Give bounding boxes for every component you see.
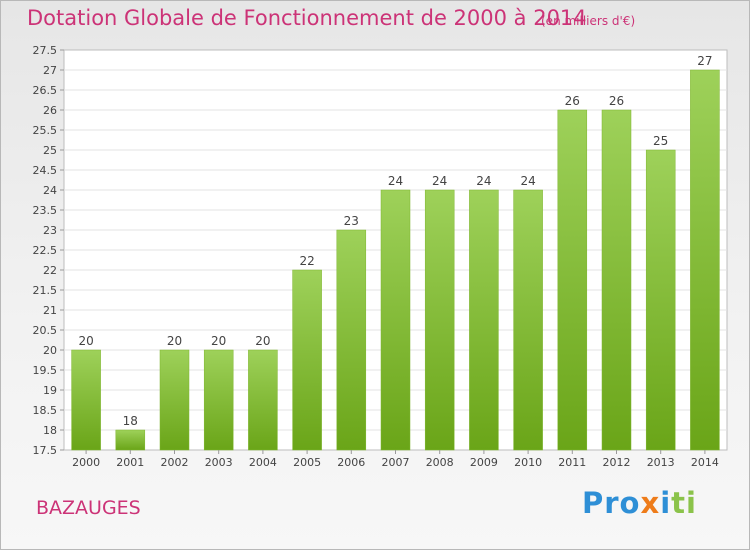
bar-value-label: 22: [299, 254, 314, 268]
bar-value-label: 23: [344, 214, 359, 228]
y-tick-label: 21: [43, 304, 57, 317]
y-tick-label: 25: [43, 144, 57, 157]
x-tick-label: 2012: [603, 456, 631, 469]
bar-value-label: 25: [653, 134, 668, 148]
y-tick-label: 26.5: [33, 84, 58, 97]
y-tick-label: 22.5: [33, 244, 58, 257]
y-tick-label: 20.5: [33, 324, 58, 337]
y-tick-label: 23.5: [33, 204, 58, 217]
bar: [71, 349, 101, 451]
bar: [513, 189, 543, 451]
y-tick-label: 22: [43, 264, 57, 277]
bars: 20 18 20 20 20 22 23 24 24 24 24 26 26 25 27: [71, 54, 720, 451]
y-tick-label: 25.5: [33, 124, 58, 137]
y-tick-label: 27: [43, 64, 57, 77]
y-tick-label: 19.5: [33, 364, 58, 377]
y-tick-label: 24.5: [33, 164, 58, 177]
x-tick-label: 2004: [249, 456, 277, 469]
bar-value-label: 24: [520, 174, 535, 188]
bar-value-label: 24: [388, 174, 403, 188]
bar: [336, 229, 367, 451]
x-tick-label: 2003: [205, 456, 233, 469]
bar: [115, 429, 146, 451]
y-tick-label: 23: [43, 224, 57, 237]
x-tick-label: 2013: [647, 456, 675, 469]
bar: [690, 69, 720, 451]
bar: [159, 349, 190, 451]
bar: [645, 149, 676, 451]
x-tick-label: 2002: [161, 456, 189, 469]
bar-value-label: 24: [476, 174, 491, 188]
x-tick-label: 2005: [293, 456, 321, 469]
bar-value-label: 20: [255, 334, 270, 348]
bar-value-label: 26: [565, 94, 580, 108]
bar: [203, 349, 234, 451]
bar-value-label: 20: [167, 334, 182, 348]
y-tick-label: 24: [43, 184, 57, 197]
bar-value-label: 18: [123, 414, 138, 428]
x-tick-label: 2010: [514, 456, 542, 469]
bar-value-label: 26: [609, 94, 624, 108]
bar: [469, 189, 499, 451]
commune-name: BAZAUGES: [36, 497, 141, 519]
x-axis-ticks: 2000 2001 2002 2003 2004 2005 2006 2007 2008 2009…: [72, 450, 719, 469]
bar: [380, 189, 411, 451]
y-axis-ticks: 17.5 18 18.5 19 19.5 20 20.5 21 21.5 22 22.5 23 23.5…: [33, 44, 64, 457]
bar: [601, 109, 632, 451]
y-tick-label: 26: [43, 104, 57, 117]
x-tick-label: 2008: [426, 456, 454, 469]
chart-title: Dotation Globale de Fonctionnement de 20…: [27, 6, 587, 30]
bar: [292, 269, 322, 451]
y-tick-label: 27.5: [33, 44, 58, 57]
x-tick-label: 2000: [72, 456, 100, 469]
x-tick-label: 2001: [116, 456, 144, 469]
chart-subtitle: (en milliers d'€): [541, 14, 636, 28]
x-tick-label: 2006: [337, 456, 365, 469]
bar: [248, 349, 278, 451]
x-tick-label: 2011: [558, 456, 586, 469]
y-tick-label: 19: [43, 384, 57, 397]
bar: [557, 109, 588, 451]
y-tick-label: 18.5: [33, 404, 58, 417]
bar-value-label: 27: [697, 54, 712, 68]
proxiti-logo: Proxiti: [582, 486, 697, 520]
x-tick-label: 2007: [382, 456, 410, 469]
bar-value-label: 24: [432, 174, 447, 188]
bar-value-label: 20: [211, 334, 226, 348]
y-tick-label: 18: [43, 424, 57, 437]
y-tick-label: 21.5: [33, 284, 58, 297]
x-tick-label: 2014: [691, 456, 719, 469]
y-tick-label: 17.5: [33, 444, 58, 457]
x-tick-label: 2009: [470, 456, 498, 469]
bar: [424, 189, 455, 451]
bar-value-label: 20: [78, 334, 93, 348]
y-tick-label: 20: [43, 344, 57, 357]
